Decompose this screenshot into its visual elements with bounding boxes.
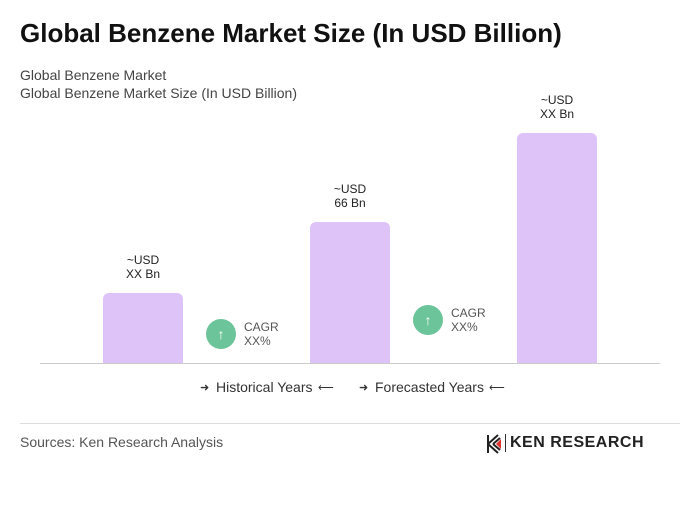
- logo-divider: [505, 434, 506, 452]
- legend-arrow: ➜: [200, 382, 210, 394]
- brand: KEN RESEARCH: [510, 434, 645, 451]
- separator: [20, 423, 680, 424]
- legend-arrow: ➜: [359, 382, 369, 394]
- legend-arrow: ⟵: [489, 382, 505, 394]
- chart-title: Global Benzene Market Size (In USD Billi…: [20, 18, 562, 48]
- bar: [517, 133, 597, 363]
- subtitle: Global Benzene Market: [20, 67, 167, 83]
- cagr-icon: ↑: [413, 305, 443, 335]
- legend-entry: Forecasted Years: [375, 379, 484, 395]
- subtitle: Global Benzene Market Size (In USD Billi…: [20, 85, 298, 101]
- legend-entry: Historical Years: [216, 379, 313, 395]
- value-label: ~USD XX Bn: [539, 93, 575, 121]
- legend-arrow: ⟵: [318, 382, 334, 394]
- value-label: ~USD 66 Bn: [333, 182, 367, 211]
- cagr-label: CAGR XX%: [244, 320, 279, 348]
- bar: [310, 222, 390, 363]
- cagr-icon: ↑: [206, 319, 236, 349]
- logo-icon: [487, 434, 501, 454]
- cagr-label: CAGR XX%: [451, 306, 486, 334]
- bar: [103, 292, 183, 363]
- baseline: [40, 363, 660, 364]
- value-label: ~USD XX Bn: [125, 252, 161, 281]
- source: Sources: Ken Research Analysis: [20, 434, 224, 450]
